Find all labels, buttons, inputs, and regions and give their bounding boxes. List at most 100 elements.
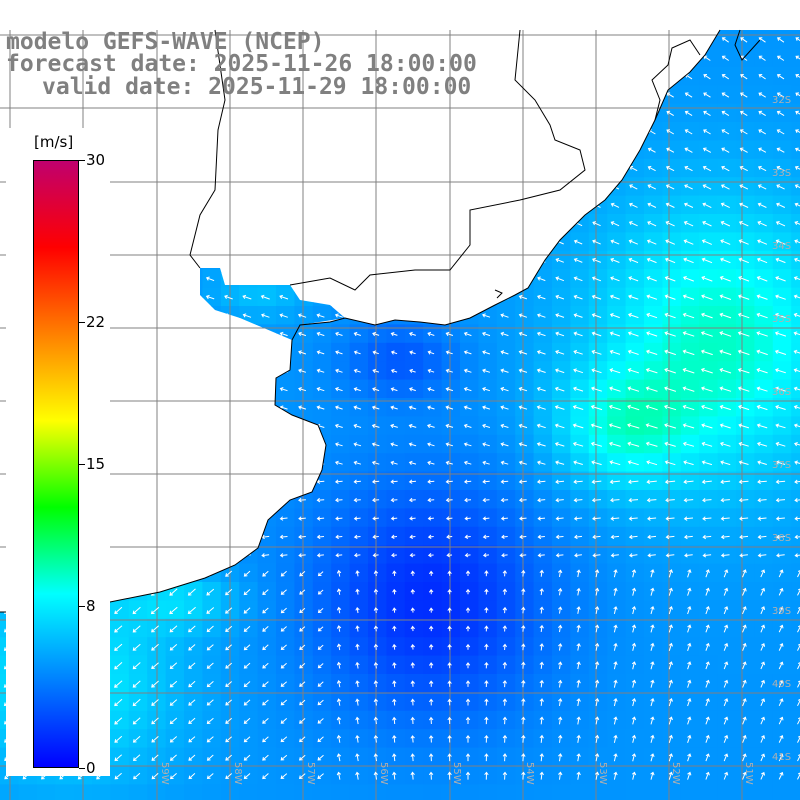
wind-arrow: [261, 147, 270, 153]
wind-arrow: [22, 92, 30, 98]
wind-cell: [128, 674, 148, 693]
wind-arrow: [132, 166, 141, 171]
wind-cell: [110, 361, 130, 381]
wind-arrow: [262, 681, 269, 687]
wind-cell: [699, 600, 719, 620]
wind-cell: [552, 232, 571, 252]
wind-arrow: [518, 423, 528, 429]
wind-arrow: [723, 771, 729, 780]
wind-arrow: [465, 680, 471, 687]
wind-arrow: [484, 680, 489, 688]
graticule: [0, 30, 800, 800]
wind-cell: [386, 232, 406, 252]
wind-arrow: [428, 662, 434, 669]
wind-arrow: [390, 479, 398, 484]
wind-cell: [257, 784, 277, 800]
wind-arrow: [500, 276, 509, 282]
wind-cell: [754, 747, 774, 767]
wind-arrow: [392, 570, 397, 577]
wind-arrow: [610, 221, 620, 227]
wind-cell: [791, 747, 800, 767]
wind-cell: [791, 600, 800, 620]
wind-arrow: [687, 587, 692, 596]
wind-cell: [662, 306, 682, 325]
wind-cell: [791, 655, 800, 675]
wind-cell: [736, 416, 755, 436]
wind-cell: [717, 600, 737, 620]
wind-arrow: [298, 553, 306, 558]
wind-arrow: [573, 349, 583, 355]
wind-arrow: [188, 736, 196, 743]
wind-arrow: [482, 110, 490, 116]
wind-cell: [202, 434, 222, 454]
wind-arrow: [316, 405, 325, 410]
wind-cell: [128, 306, 148, 325]
wind-arrow: [261, 442, 270, 447]
wind-arrow: [776, 165, 785, 172]
wind-arrow: [132, 717, 141, 725]
wind-arrow: [793, 276, 800, 282]
wind-arrow: [188, 699, 196, 706]
wind-arrow: [795, 74, 800, 80]
wind-arrow: [408, 239, 417, 245]
wind-arrow: [261, 350, 270, 355]
wind-arrow: [298, 331, 307, 337]
wind-cell: [110, 177, 130, 197]
wind-arrow: [447, 753, 452, 762]
wind-arrow: [592, 74, 601, 80]
wind-cell: [644, 692, 663, 712]
wind-arrow: [408, 129, 417, 135]
wind-arrow: [280, 773, 288, 779]
wind-arrow: [682, 312, 695, 319]
wind-arrow: [775, 479, 786, 485]
wind-cell: [276, 379, 295, 399]
wind-arrow: [573, 239, 583, 245]
wind-arrow: [539, 661, 544, 669]
wind-cell: [202, 600, 222, 620]
wind-cell: [496, 177, 516, 197]
wind-arrow: [665, 184, 675, 190]
wind-arrow: [757, 184, 767, 190]
wind-cell: [312, 269, 332, 289]
wind-arrow: [760, 716, 766, 725]
wind-cell: [772, 600, 792, 620]
wind-arrow: [793, 386, 800, 392]
wind-arrow: [610, 239, 620, 245]
wind-arrow: [445, 497, 453, 503]
wind-cell: [202, 618, 222, 638]
wind-cell: [312, 563, 332, 583]
wind-cell: [55, 784, 75, 800]
wind-arrow: [206, 331, 215, 337]
wind-cell: [368, 122, 387, 141]
wind-arrow: [723, 587, 729, 596]
wind-cell: [257, 342, 277, 362]
wind-cell: [312, 232, 332, 252]
wind-cell: [184, 361, 203, 381]
wind-cell: [644, 784, 663, 800]
wind-arrow: [410, 643, 415, 650]
wind-arrow: [631, 716, 637, 725]
wind-arrow: [684, 129, 693, 135]
wind-arrow: [298, 773, 306, 779]
wind-arrow: [573, 534, 583, 540]
latitude-label: 35S: [772, 314, 791, 325]
wind-cell: [662, 710, 682, 730]
wind-arrow: [169, 387, 178, 392]
wind-cell: [699, 747, 719, 767]
wind-cell: [552, 692, 571, 712]
wind-arrow: [539, 643, 544, 651]
wind-cell: [754, 287, 774, 307]
wind-arrow: [592, 534, 601, 540]
wind-cell: [294, 103, 314, 123]
wind-arrow: [594, 753, 600, 762]
wind-arrow: [794, 534, 800, 540]
wind-arrow: [410, 607, 415, 613]
wind-cell: [625, 232, 645, 252]
wind-arrow: [591, 294, 602, 300]
wind-arrow: [261, 221, 270, 226]
wind-arrow: [723, 753, 729, 762]
wind-cell: [791, 692, 800, 712]
wind-cell: [588, 85, 608, 105]
wind-cell: [644, 637, 663, 657]
wind-arrow: [502, 570, 508, 577]
